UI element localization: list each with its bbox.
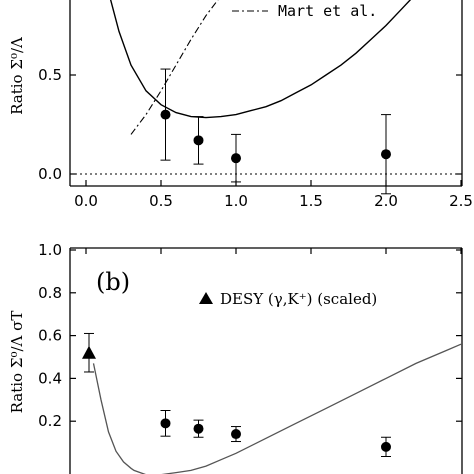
bottom-solid-curve <box>92 343 462 474</box>
top-legend: Mart et al. <box>232 2 377 20</box>
top-x-ticks: 0.0 0.5 1.0 1.5 2.0 2.5 <box>74 180 473 210</box>
bottom-panel-label: (b) <box>96 268 130 296</box>
top-y-ticks: 0.00.51.01.5 <box>38 66 462 183</box>
top-y-tick-label: 0.0 <box>38 165 62 183</box>
bottom-y-axis-label: Ratio Σ⁰/Λ σT <box>8 311 26 414</box>
top-legend-label: Mart et al. <box>278 2 377 20</box>
top-x-tick-label: 1.5 <box>299 192 323 210</box>
top-x-tick-label: 2.5 <box>449 192 473 210</box>
top-data-point <box>231 153 241 164</box>
bottom-y-tick-label: 0.4 <box>38 369 62 387</box>
top-y-axis-label: Ratio Σ⁰/Λ <box>8 37 26 115</box>
bottom-data-point <box>193 423 204 434</box>
bottom-data-point <box>160 418 171 429</box>
bottom-data-points <box>160 410 391 458</box>
bottom-y-ticks: 0.2 0.4 0.6 0.8 1.0 <box>38 241 462 430</box>
bottom-desy-point <box>82 332 96 373</box>
top-mart-curve <box>130 0 219 135</box>
bottom-legend-label: DESY (γ,K⁺) (scaled) <box>220 290 377 308</box>
top-data-point <box>381 149 391 160</box>
bottom-y-tick-label: 0.2 <box>38 412 62 430</box>
bottom-legend: DESY (γ,K⁺) (scaled) <box>199 290 377 308</box>
bottom-y-tick-label: 0.8 <box>38 284 62 302</box>
desy-triangle-marker <box>82 345 96 359</box>
top-panel: 0.0 0.5 1.0 1.5 2.0 2.5 0.0 0.5 1.0 1.5 Mart et … <box>8 0 473 210</box>
top-x-tick-label: 0.0 <box>74 192 98 210</box>
bottom-x-ticks <box>85 248 462 254</box>
bottom-panel: 0.2 0.4 0.6 0.8 1.0 (b) DESY (γ,K⁺) (scaled)… <box>8 241 463 474</box>
bottom-data-point <box>381 441 391 452</box>
bottom-y-tick-label: 1.0 <box>38 241 62 259</box>
top-solid-curve <box>109 0 412 119</box>
top-x-tick-label: 2.0 <box>374 192 398 210</box>
top-data-point <box>160 109 171 120</box>
top-data-point <box>193 135 204 146</box>
top-x-tick-label: 1.0 <box>224 192 248 210</box>
top-data-points <box>160 68 391 195</box>
bottom-legend-triangle-icon <box>199 292 213 304</box>
bottom-y-tick-label: 0.6 <box>38 327 62 345</box>
bottom-data-point <box>231 429 241 440</box>
top-y-tick-label: 0.5 <box>38 66 62 84</box>
top-x-tick-label: 0.5 <box>149 192 173 210</box>
